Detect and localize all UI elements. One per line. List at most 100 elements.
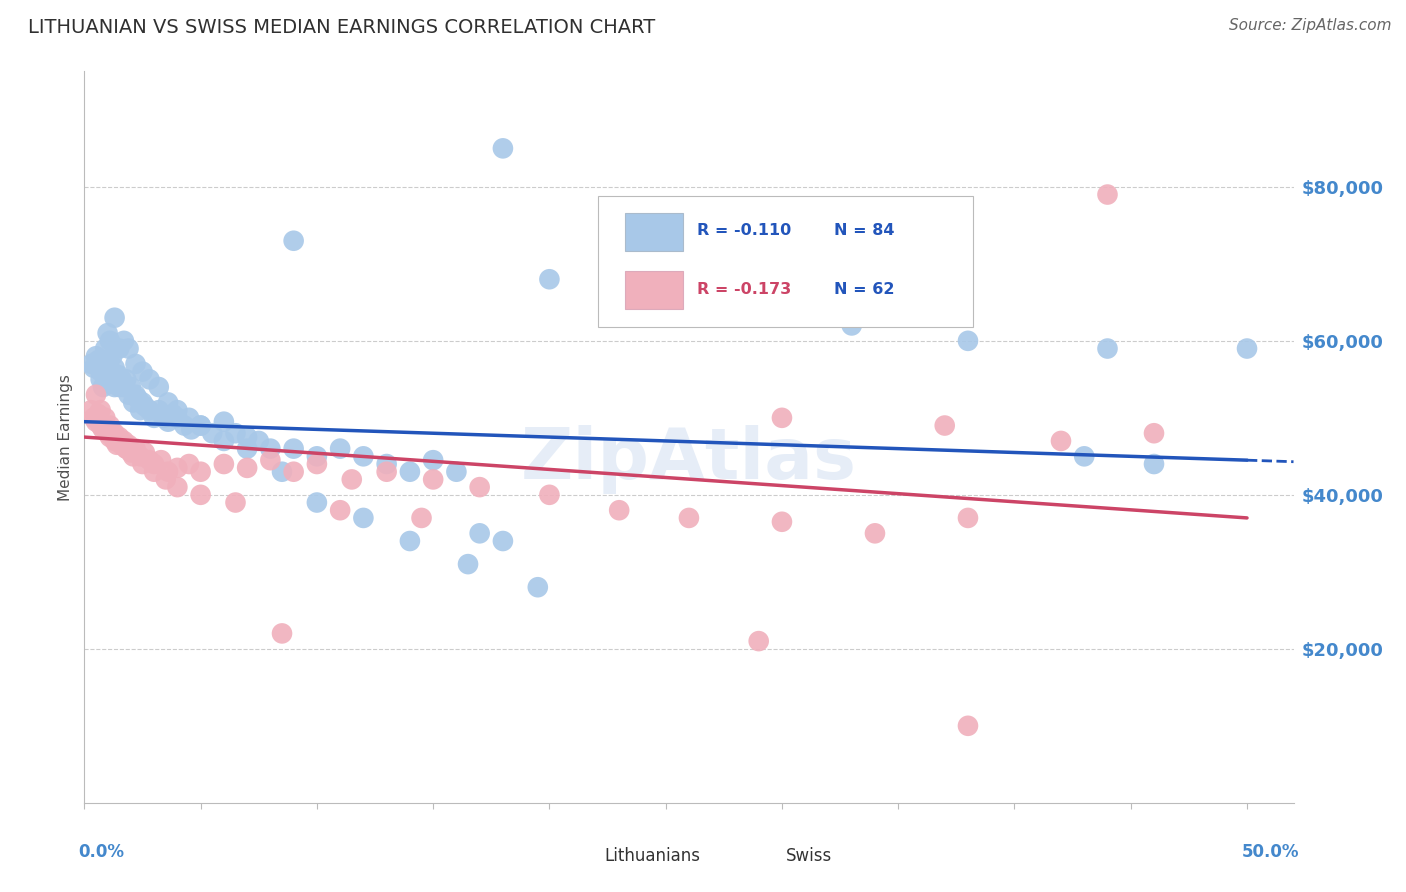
Point (190, 465, 212, 479)
Point (143, 457, 166, 471)
Point (84, 349, 107, 363)
Point (127, 392, 149, 406)
Point (104, 360, 127, 375)
Point (104, 434, 127, 448)
Point (212, 457, 235, 471)
Point (446, 465, 468, 479)
Point (399, 534, 422, 549)
Point (80, 403, 103, 417)
Point (212, 434, 235, 448)
Point (131, 395, 153, 409)
Point (90, 403, 112, 417)
Point (457, 557, 479, 571)
Point (212, 415, 235, 429)
Point (468, 526, 491, 541)
Point (259, 453, 281, 467)
Point (155, 472, 177, 486)
Point (166, 403, 188, 417)
Point (105, 376, 128, 391)
Point (112, 380, 135, 394)
Point (678, 511, 700, 525)
Text: LITHUANIAN VS SWISS MEDIAN EARNINGS CORRELATION CHART: LITHUANIAN VS SWISS MEDIAN EARNINGS CORR… (28, 18, 655, 37)
Point (91, 380, 114, 394)
Point (104, 310, 127, 325)
Point (134, 445, 156, 459)
Point (104, 426, 127, 441)
Point (101, 349, 124, 363)
Point (468, 480, 491, 494)
Point (236, 430, 259, 444)
Point (108, 380, 131, 394)
Point (97, 426, 120, 441)
Point (607, 503, 630, 517)
Text: Source: ZipAtlas.com: Source: ZipAtlas.com (1229, 18, 1392, 33)
Point (527, 580, 550, 594)
Point (375, 457, 398, 471)
Y-axis label: Median Earnings: Median Earnings (58, 374, 73, 500)
Point (157, 415, 180, 429)
Point (129, 450, 152, 464)
Point (98, 430, 121, 444)
Point (352, 511, 374, 525)
Point (1236, 342, 1258, 356)
Point (122, 450, 145, 464)
Point (166, 480, 188, 494)
Point (97, 365, 120, 379)
Point (112, 434, 135, 448)
Text: R = -0.110: R = -0.110 (697, 223, 792, 238)
Point (538, 488, 561, 502)
FancyBboxPatch shape (624, 271, 683, 310)
Point (101, 372, 124, 386)
Point (180, 422, 202, 436)
Text: Swiss: Swiss (786, 847, 832, 865)
Point (283, 465, 305, 479)
Point (1050, 434, 1073, 448)
Point (375, 465, 398, 479)
Point (305, 457, 328, 471)
Point (108, 342, 131, 356)
Point (1073, 450, 1095, 464)
Point (110, 438, 132, 452)
Point (352, 450, 374, 464)
Point (166, 410, 188, 425)
Point (138, 403, 160, 417)
Point (305, 450, 328, 464)
Point (131, 457, 153, 471)
FancyBboxPatch shape (725, 846, 770, 866)
Point (117, 342, 139, 356)
Point (748, 634, 770, 648)
Point (422, 472, 444, 486)
Point (236, 442, 259, 456)
Point (340, 472, 363, 486)
Point (87, 407, 110, 421)
Point (150, 453, 173, 467)
Text: Lithuanians: Lithuanians (605, 847, 700, 865)
Point (98, 418, 121, 433)
Point (138, 372, 160, 386)
FancyBboxPatch shape (624, 212, 683, 251)
Point (120, 380, 142, 394)
Point (177, 410, 200, 425)
Point (283, 442, 305, 456)
Point (83, 360, 105, 375)
Point (956, 719, 979, 733)
Point (956, 511, 979, 525)
Point (108, 434, 131, 448)
Point (770, 515, 793, 529)
Text: N = 62: N = 62 (834, 282, 894, 297)
Point (131, 365, 153, 379)
Point (143, 410, 166, 425)
Point (492, 141, 515, 155)
Point (104, 380, 127, 394)
Point (101, 365, 124, 379)
Point (138, 453, 160, 467)
Point (148, 380, 170, 394)
Point (97, 326, 120, 340)
Point (148, 403, 170, 417)
Point (271, 626, 294, 640)
Point (143, 465, 166, 479)
Point (157, 395, 180, 409)
Point (124, 388, 146, 402)
Point (247, 434, 270, 448)
Point (956, 334, 979, 348)
